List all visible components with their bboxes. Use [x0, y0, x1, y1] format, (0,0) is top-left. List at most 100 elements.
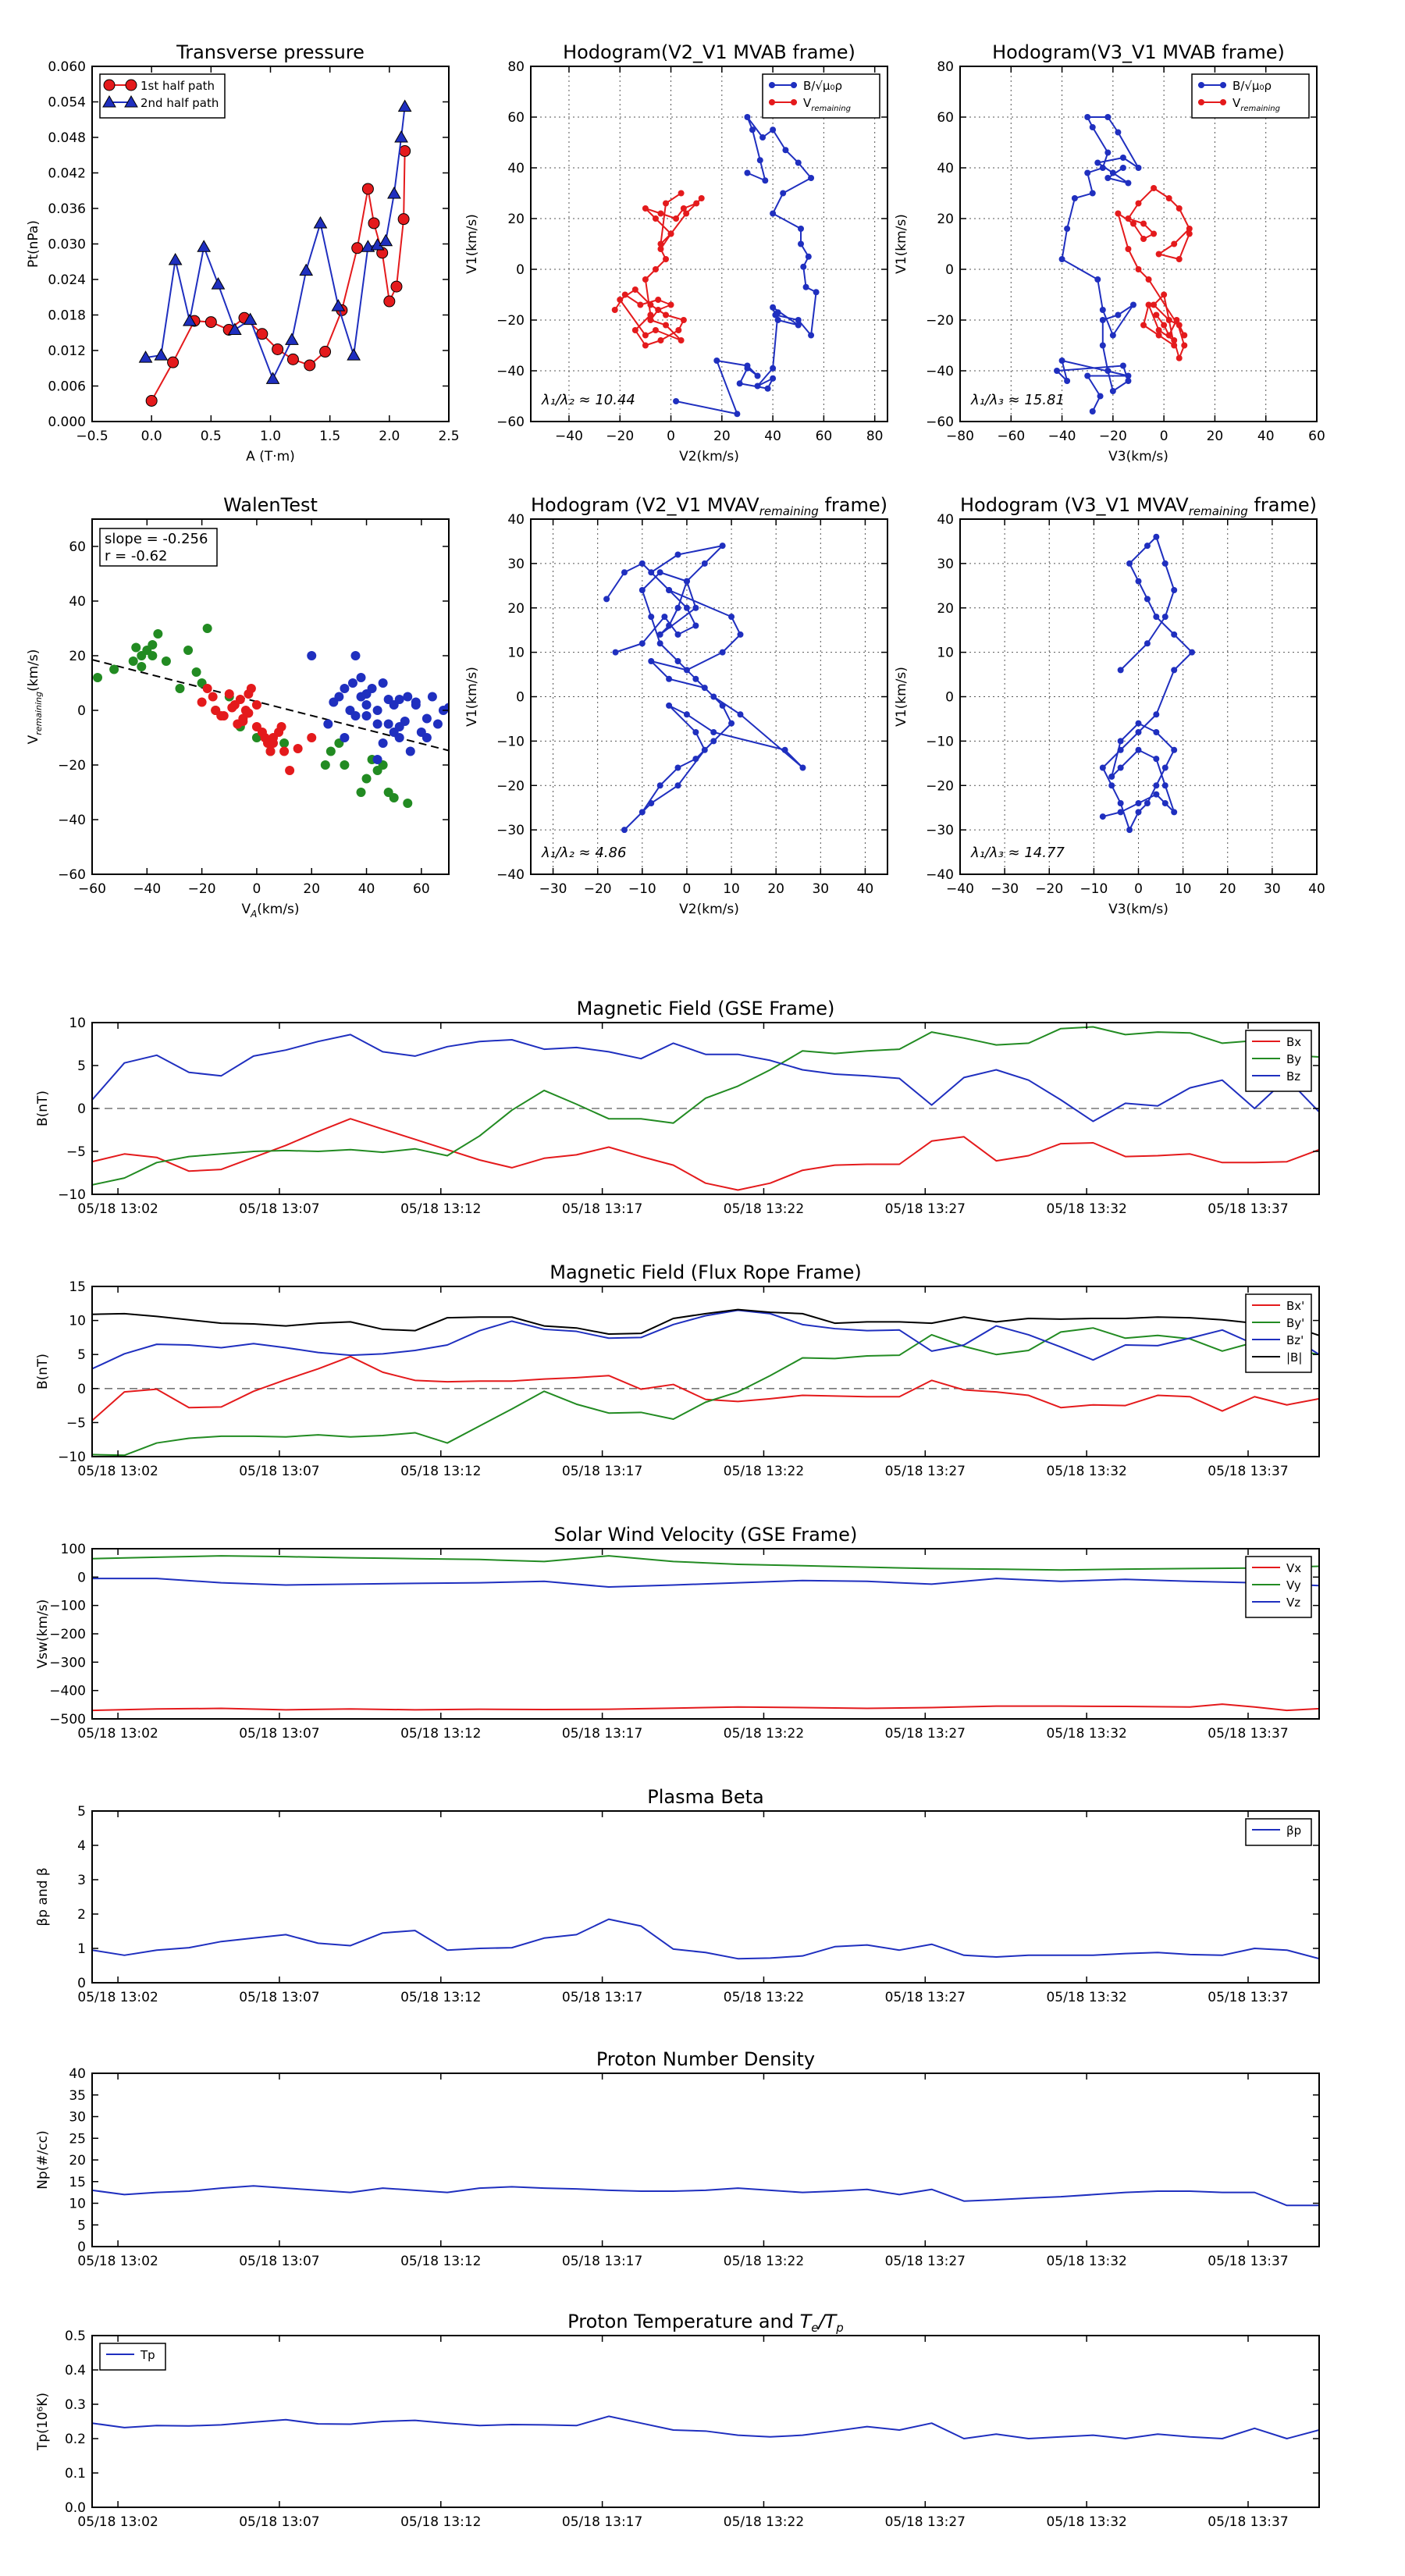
series-b-point: [1115, 311, 1122, 318]
x-tick-label: 05/18 13:22: [724, 1464, 804, 1479]
scatter-point: [356, 673, 366, 682]
series-b-point: [744, 169, 751, 176]
y-tick-label: 10: [69, 2197, 86, 2212]
legend-marker: [1220, 82, 1226, 88]
series-tp-line: [92, 2415, 1319, 2439]
series-b-point: [759, 134, 767, 141]
y-tick-label: 0.2: [65, 2432, 86, 2447]
y-tick-label: −10: [926, 734, 954, 749]
series-s0-point: [603, 596, 610, 603]
series-v-point: [1145, 301, 1152, 308]
legend: Tp: [99, 2343, 166, 2371]
plot-area: [1054, 114, 1193, 415]
chart-plasma-beta: Plasma Beta 05/18 13:02 05/18 13:07 05/18 1…: [35, 1786, 1320, 2005]
series-v-point: [1140, 236, 1147, 242]
x-tick-label: 05/18 13:27: [885, 1464, 966, 1479]
series-v-point: [683, 210, 690, 217]
series-s0-point: [1153, 729, 1160, 735]
x-tick-label: 05/18 13:27: [885, 1201, 966, 1217]
chart-title: Hodogram(V3_V1 MVAB frame): [992, 41, 1285, 63]
y-tick-label: 10: [507, 646, 525, 661]
series-b-point: [795, 159, 802, 166]
legend-label: |B|: [1286, 1350, 1302, 1364]
y-tick-label: 0.0: [65, 2500, 86, 2516]
x-tick-label: 05/18 13:37: [1208, 1990, 1288, 2005]
stats-text: r = -0.62: [105, 548, 168, 564]
series-s0-point: [621, 569, 628, 576]
series-v-point: [1155, 332, 1162, 339]
series-s0-point: [728, 614, 735, 621]
y-tick-label: 0.024: [48, 272, 86, 288]
x-tick-label: 05/18 13:07: [239, 2254, 319, 2269]
plot-area: [1099, 533, 1196, 834]
legend-label: B/√μ₀ρ: [1232, 79, 1272, 93]
legend-label: Bx: [1286, 1035, 1301, 1049]
series-v-point: [642, 276, 649, 283]
series-s0-point: [666, 587, 673, 593]
series-2nd-half-path-point: [154, 348, 169, 361]
series-b-point: [1089, 190, 1096, 197]
x-tick-label: −20: [584, 881, 612, 897]
x-tick-label: 05/18 13:07: [239, 1464, 319, 1479]
x-tick-label: 0: [667, 429, 675, 444]
series-v-point: [657, 337, 664, 343]
series-v-point: [1140, 220, 1147, 227]
x-tick-label: 05/18 13:02: [77, 2514, 158, 2530]
x-tick-label: −20: [188, 881, 216, 897]
scatter-point: [361, 700, 372, 710]
series-b-point: [1089, 124, 1096, 130]
series-vz-line: [92, 1578, 1319, 1589]
chart-hodogram-v3v1-mvab: Hodogram(V3_V1 MVAB frame)−80 −60 −40 −20 0 2…: [894, 41, 1325, 464]
series-v-point: [631, 286, 638, 293]
axes-frame: [91, 1810, 1320, 1984]
legend-box: [1245, 1293, 1312, 1373]
series-v-point: [1181, 332, 1188, 339]
x-tick-label: 05/18 13:22: [724, 1201, 804, 1217]
y-axis-label: B(nT): [35, 1091, 51, 1126]
scatter-point: [279, 746, 290, 756]
y-tick-label: 0: [945, 690, 954, 706]
legend-marker: [769, 82, 775, 88]
y-tick-label: −20: [926, 778, 954, 794]
series-s0-point: [1108, 773, 1115, 780]
x-tick-label: 05/18 13:07: [239, 2514, 319, 2530]
series-1st-half-path-point: [368, 217, 380, 229]
scatter-point: [224, 689, 234, 699]
series-v-point: [1176, 354, 1183, 361]
scatter-point: [340, 733, 350, 742]
series-s0-point: [683, 711, 690, 718]
series-s0-point: [1153, 711, 1160, 718]
series-s0-point: [1161, 614, 1168, 621]
series-s0-point: [719, 702, 726, 709]
series-b-point: [1094, 276, 1101, 283]
legend-box: [1245, 1818, 1312, 1846]
scatter-point: [260, 733, 270, 742]
chart-title: Solar Wind Velocity (GSE Frame): [554, 1524, 858, 1546]
y-tick-label: −10: [58, 1450, 86, 1465]
x-tick-label: −0.5: [76, 429, 108, 444]
x-tick-label: 05/18 13:32: [1046, 1464, 1126, 1479]
y-axis-label: Np(#/cc): [35, 2130, 51, 2189]
series-v-point: [637, 301, 644, 308]
y-tick-label: 5: [77, 1804, 86, 1820]
scatter-point: [227, 703, 237, 713]
series-s0-point: [656, 631, 663, 638]
scatter-point: [356, 788, 366, 797]
x-tick-label: 05/18 13:07: [239, 1201, 319, 1217]
series-s0-point: [621, 827, 628, 834]
x-tick-label: 05/18 13:17: [562, 1726, 642, 1742]
plot-area: [92, 2185, 1319, 2207]
x-tick-label: 60: [1308, 429, 1325, 444]
legend-label: Vremaining: [1232, 96, 1280, 113]
x-tick-label: 0: [1134, 881, 1143, 897]
y-tick-label: −60: [496, 415, 525, 430]
series-s0-point: [1171, 809, 1178, 816]
scatter-point: [350, 711, 361, 720]
series-s0-point: [1171, 631, 1178, 638]
series-s0-point: [710, 729, 717, 735]
x-tick-label: 05/18 13:12: [400, 1726, 481, 1742]
series-b-point: [1084, 114, 1091, 120]
x-tick-label: 20: [1219, 881, 1236, 897]
y-tick-label: 40: [507, 512, 525, 528]
